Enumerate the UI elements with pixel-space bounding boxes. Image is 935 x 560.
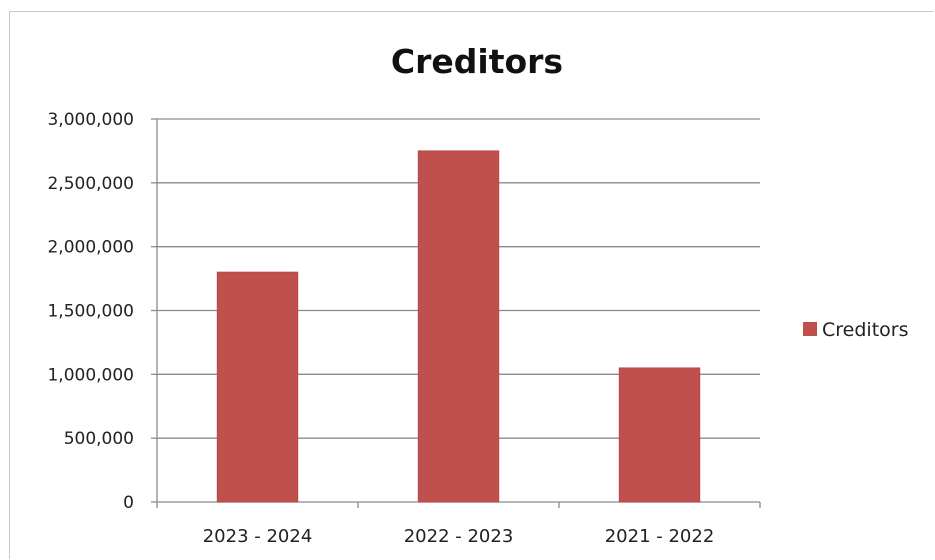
y-tick-label: 3,000,000 <box>47 110 134 130</box>
axis-labels: 0 500,000 1,000,000 1,500,000 2,000,000 2,500… <box>47 110 714 547</box>
bar-0 <box>216 271 299 503</box>
legend: Creditors <box>803 319 908 341</box>
legend-swatch <box>803 322 817 336</box>
bar-1 <box>417 150 500 503</box>
x-category-label: 2022 - 2023 <box>404 526 514 547</box>
x-category-label: 2023 - 2024 <box>203 526 313 547</box>
bars <box>216 150 701 503</box>
x-category-label: 2021 - 2022 <box>605 526 715 547</box>
y-tick-label: 0 <box>123 493 134 513</box>
chart-title: Creditors <box>391 42 563 81</box>
legend-label: Creditors <box>822 319 908 341</box>
y-tick-label: 2,000,000 <box>47 238 134 258</box>
y-tick-label: 500,000 <box>64 429 134 449</box>
bar-2 <box>618 367 701 503</box>
y-tick-label: 1,500,000 <box>47 302 134 322</box>
y-tick-label: 1,000,000 <box>47 365 134 385</box>
y-tick-label: 2,500,000 <box>47 174 134 194</box>
